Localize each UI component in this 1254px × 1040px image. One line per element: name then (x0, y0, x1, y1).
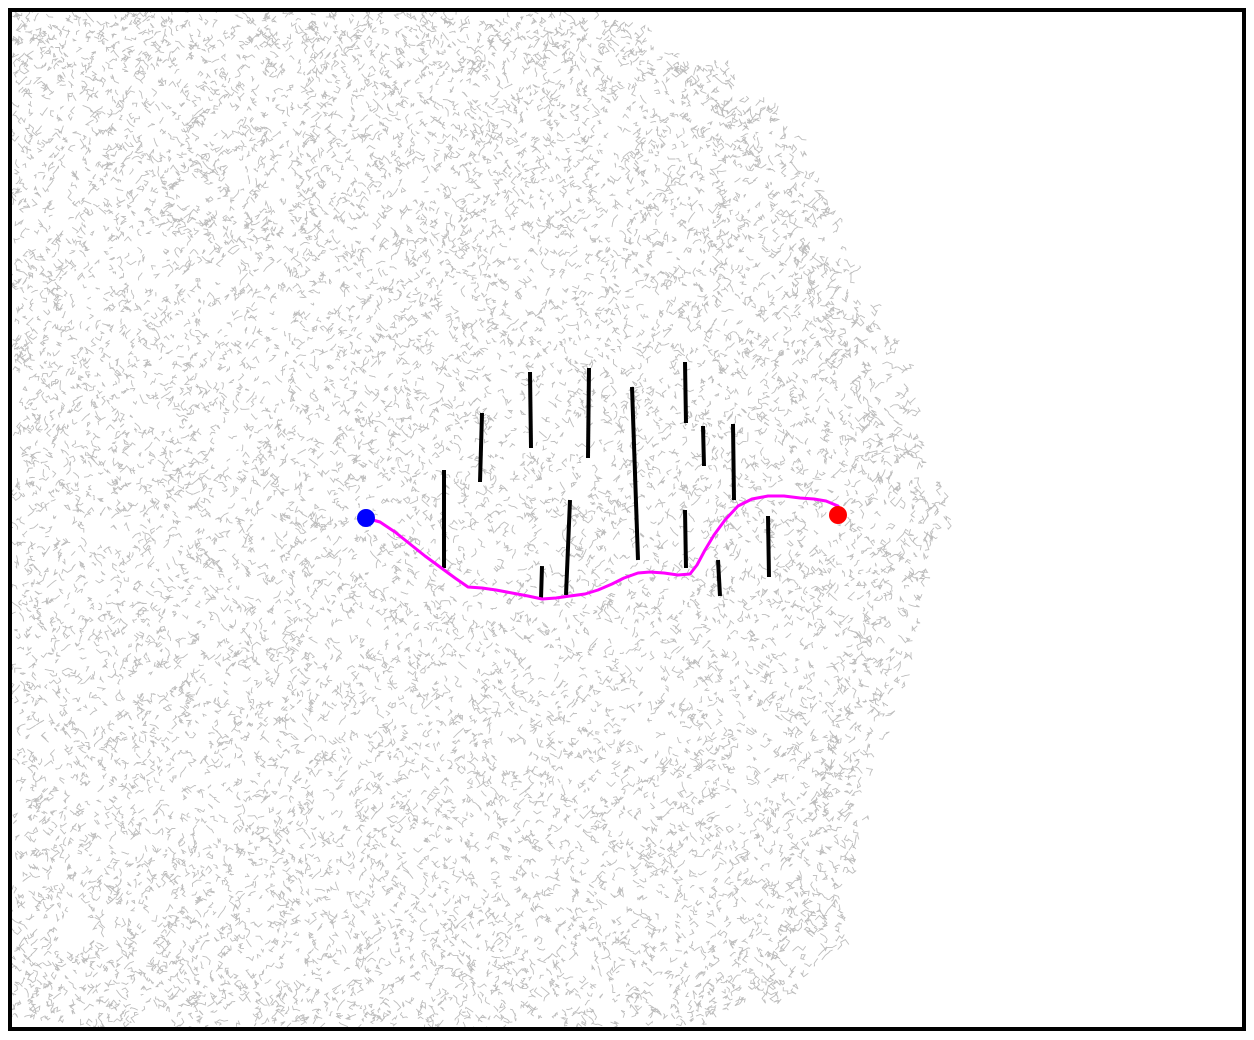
wall-obstacle-11 (716, 559, 722, 597)
planned-path (364, 494, 840, 601)
tree-branches (11, 11, 952, 1028)
goal-marker (829, 506, 847, 524)
wall-obstacle-8 (683, 361, 688, 424)
start-marker (357, 509, 375, 527)
wall-obstacle-6 (586, 367, 591, 459)
wall-obstacle-10 (701, 425, 706, 467)
wall-obstacle-12 (731, 423, 736, 501)
wall-obstacle-9 (683, 509, 688, 569)
map-frame (8, 8, 1246, 1031)
wall-obstacles (442, 361, 771, 599)
wall-obstacle-13 (766, 515, 771, 578)
wall-obstacle-7 (630, 386, 640, 561)
wall-obstacle-2 (478, 412, 484, 483)
rrt-exploration-tree (11, 11, 952, 1028)
wall-obstacle-4 (539, 565, 544, 599)
wall-obstacle-3 (528, 371, 533, 449)
wall-obstacle-5 (564, 499, 572, 596)
